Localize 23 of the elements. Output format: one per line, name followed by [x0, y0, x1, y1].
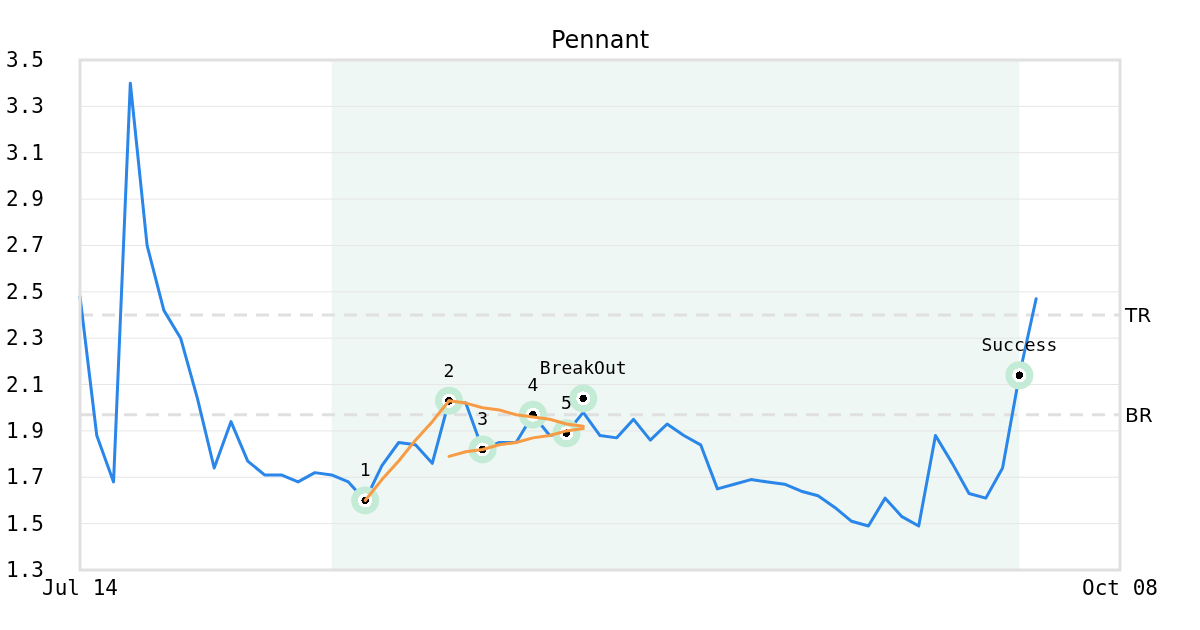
annotation: 4	[527, 373, 539, 395]
y-tick-label: 3.1	[6, 140, 44, 165]
y-tick-label: 1.5	[6, 511, 44, 536]
chart-title: Pennant	[550, 26, 650, 54]
annotation: 2	[443, 359, 455, 381]
y-tick-label: 1.3	[6, 558, 44, 582]
annotation: BreakOut	[539, 357, 627, 379]
x-tick-label: Oct 08	[1082, 576, 1158, 600]
y-tick-label: 1.7	[6, 465, 44, 490]
annotation: 3	[477, 408, 488, 430]
ref-line-label: TR	[1124, 303, 1152, 327]
y-tick-label: 2.3	[6, 326, 44, 351]
ref-line-label: BR	[1125, 402, 1153, 427]
y-tick-label: 3.5	[6, 48, 44, 72]
annotation: 1	[359, 459, 371, 481]
y-tick-label: 2.5	[6, 279, 44, 304]
y-tick-label: 3.3	[6, 94, 44, 119]
y-tick-label: 1.9	[6, 418, 44, 443]
y-tick-label: 2.7	[6, 233, 44, 258]
y-tick-label: 2.9	[6, 187, 44, 212]
annotation: 5	[561, 392, 572, 414]
x-tick-label: Jul 14	[42, 576, 118, 600]
y-tick-label: 2.1	[6, 372, 44, 397]
